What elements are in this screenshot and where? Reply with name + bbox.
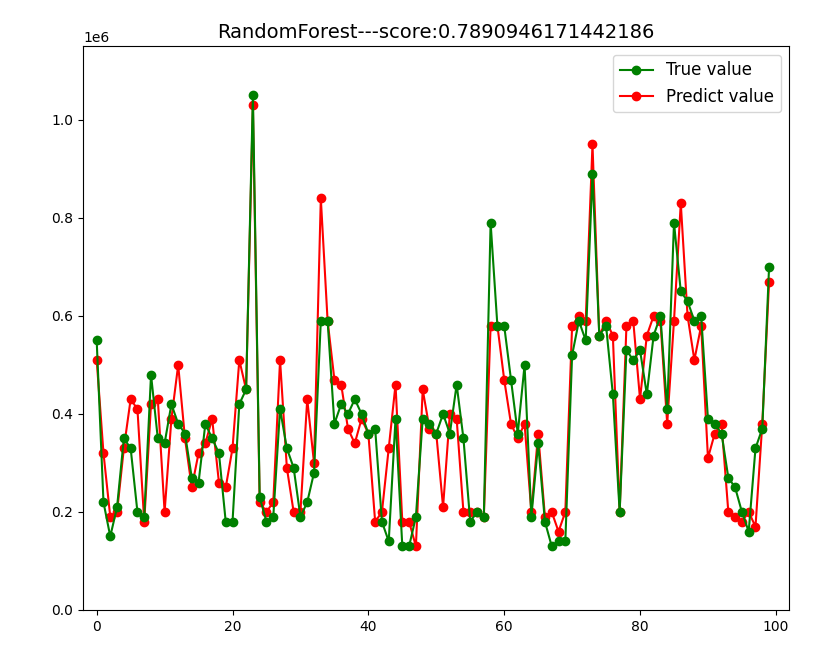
True value: [248, 91, 258, 99]
True value: [764, 263, 774, 271]
Title: RandomForest---score:0.7890946171442186: RandomForest---score:0.7890946171442186: [218, 23, 655, 42]
Legend: True value, Predict value: True value, Predict value: [613, 55, 781, 113]
Line: True value: True value: [92, 91, 773, 550]
Predict value: [744, 508, 754, 516]
Predict value: [764, 278, 774, 286]
Predict value: [221, 483, 231, 491]
Line: Predict value: Predict value: [92, 101, 773, 550]
Predict value: [452, 415, 462, 423]
Predict value: [91, 356, 101, 364]
True value: [506, 376, 516, 384]
True value: [91, 336, 101, 344]
True value: [254, 493, 264, 501]
True value: [221, 518, 231, 526]
Predict value: [254, 498, 264, 506]
True value: [723, 473, 733, 481]
True value: [452, 381, 462, 389]
Predict value: [411, 542, 420, 550]
Predict value: [248, 101, 258, 109]
True value: [397, 542, 407, 550]
True value: [744, 528, 754, 536]
Predict value: [723, 508, 733, 516]
Predict value: [506, 420, 516, 428]
